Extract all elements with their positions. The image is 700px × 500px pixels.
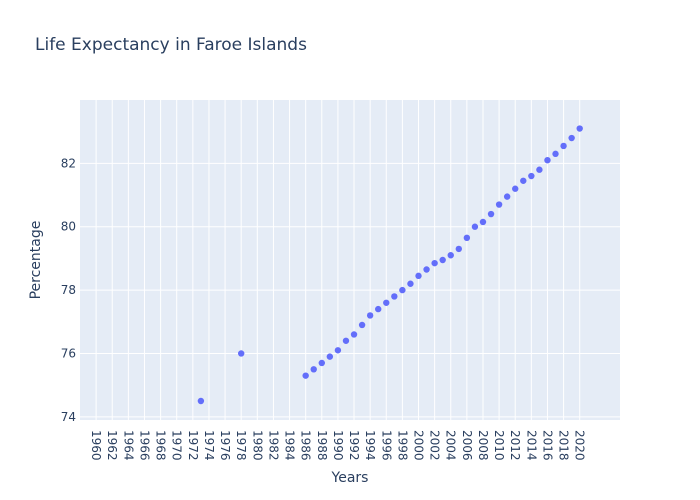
data-point[interactable] bbox=[560, 142, 567, 150]
x-tick-label: 2012 bbox=[508, 430, 522, 461]
x-tick-label: 1982 bbox=[266, 430, 280, 461]
data-point[interactable] bbox=[447, 252, 454, 259]
data-point[interactable] bbox=[350, 331, 358, 338]
data-point[interactable] bbox=[407, 280, 414, 287]
data-point[interactable] bbox=[568, 134, 575, 142]
x-tick-label: 1988 bbox=[315, 430, 329, 461]
data-point[interactable] bbox=[576, 125, 583, 132]
y-tick-label: 80 bbox=[61, 220, 76, 234]
x-tick-label: 2008 bbox=[476, 430, 490, 461]
data-point[interactable] bbox=[463, 234, 471, 242]
data-point[interactable] bbox=[512, 185, 519, 192]
x-tick-label: 1978 bbox=[234, 430, 248, 461]
data-point[interactable] bbox=[302, 372, 309, 379]
x-tick-label: 1970 bbox=[170, 430, 184, 461]
x-tick-label: 1976 bbox=[218, 430, 232, 461]
data-point[interactable] bbox=[439, 256, 446, 264]
x-tick-label: 2010 bbox=[492, 430, 506, 461]
x-tick-label: 1992 bbox=[347, 430, 361, 461]
x-tick-label: 2004 bbox=[444, 430, 458, 461]
x-tick-label: 1994 bbox=[363, 430, 377, 461]
chart-title: Life Expectancy in Faroe Islands bbox=[35, 35, 307, 55]
data-point[interactable] bbox=[544, 156, 551, 164]
x-tick-label: 2006 bbox=[460, 430, 474, 461]
x-tick-label: 1972 bbox=[186, 430, 200, 461]
x-tick-labels: 1960 1962 1964 1966 1968 1970 1972 1974 1976 1978… bbox=[89, 430, 587, 461]
data-point[interactable] bbox=[358, 321, 366, 329]
x-tick-label: 1986 bbox=[299, 430, 313, 461]
x-tick-label: 2000 bbox=[412, 430, 426, 461]
x-tick-label: 1974 bbox=[202, 430, 216, 461]
data-point[interactable] bbox=[342, 337, 350, 344]
data-point[interactable] bbox=[310, 366, 317, 373]
plot-area bbox=[80, 100, 620, 420]
data-point[interactable] bbox=[399, 286, 406, 294]
data-point[interactable] bbox=[528, 172, 535, 180]
x-axis-title: Years bbox=[331, 470, 369, 486]
x-tick-label: 1998 bbox=[395, 430, 409, 461]
data-point[interactable] bbox=[375, 305, 382, 313]
x-tick-label: 1964 bbox=[121, 430, 135, 461]
y-tick-labels: 74 76 78 80 82 bbox=[61, 156, 76, 423]
data-point[interactable] bbox=[197, 397, 205, 405]
x-tick-label: 2014 bbox=[524, 430, 538, 461]
x-tick-label: 1990 bbox=[331, 430, 345, 461]
x-tick-label: 2018 bbox=[557, 430, 571, 461]
x-tick-label: 1966 bbox=[137, 430, 151, 461]
y-tick-label: 76 bbox=[61, 346, 76, 360]
data-point[interactable] bbox=[423, 266, 430, 273]
data-point[interactable] bbox=[334, 347, 342, 354]
x-tick-label: 1962 bbox=[105, 430, 119, 461]
x-tick-label: 1960 bbox=[89, 430, 103, 461]
data-point[interactable] bbox=[536, 166, 543, 173]
data-point[interactable] bbox=[366, 312, 374, 319]
data-point[interactable] bbox=[552, 150, 559, 158]
y-axis-title: Percentage bbox=[28, 221, 44, 300]
data-point[interactable] bbox=[455, 245, 463, 253]
data-point[interactable] bbox=[487, 210, 495, 218]
data-point[interactable] bbox=[391, 293, 398, 300]
data-point[interactable] bbox=[471, 223, 479, 230]
y-tick-label: 82 bbox=[61, 156, 76, 170]
data-point[interactable] bbox=[383, 299, 390, 306]
y-gridlines bbox=[80, 162, 620, 418]
x-tick-label: 1984 bbox=[283, 430, 297, 461]
data-points bbox=[197, 125, 583, 405]
data-point[interactable] bbox=[326, 353, 334, 360]
x-tick-label: 2002 bbox=[428, 430, 442, 461]
data-point[interactable] bbox=[495, 201, 503, 208]
x-tick-label: 1996 bbox=[379, 430, 393, 461]
data-point[interactable] bbox=[415, 272, 422, 280]
x-tick-label: 1968 bbox=[154, 430, 168, 461]
data-point[interactable] bbox=[318, 359, 325, 367]
data-point[interactable] bbox=[431, 259, 438, 267]
data-point[interactable] bbox=[503, 193, 511, 200]
x-tick-label: 2016 bbox=[540, 430, 554, 461]
data-point[interactable] bbox=[237, 350, 245, 357]
y-tick-label: 78 bbox=[61, 283, 76, 297]
data-point[interactable] bbox=[520, 177, 527, 184]
y-tick-label: 74 bbox=[61, 410, 76, 424]
x-tick-label: 1980 bbox=[250, 430, 264, 461]
x-tick-label: 2020 bbox=[573, 430, 587, 461]
data-point[interactable] bbox=[479, 218, 487, 226]
